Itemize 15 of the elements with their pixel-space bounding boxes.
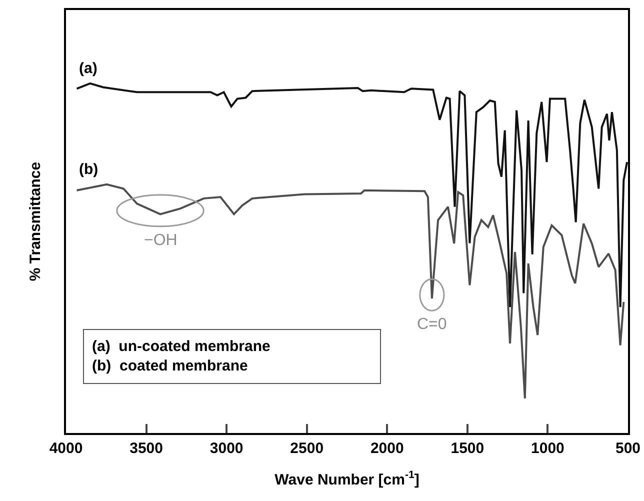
x-tick-label: 3500 xyxy=(130,440,163,457)
x-tick-label: 2500 xyxy=(290,440,324,457)
annotation: −OH xyxy=(144,232,178,249)
annotation: C=0 xyxy=(417,316,447,333)
x-tick-label: 500 xyxy=(615,440,641,457)
y-axis-title: % Transmittance xyxy=(26,162,44,282)
x-axis-title: Wave Number [cm$^{-1}$] xyxy=(274,469,420,488)
series-label: (b) xyxy=(79,161,98,178)
x-tick-label: 3000 xyxy=(210,440,244,457)
x-tick-label: 2000 xyxy=(370,440,404,457)
x-tick-label: 1500 xyxy=(450,440,484,457)
x-tick-label: 4000 xyxy=(49,440,83,457)
series-label: (a) xyxy=(79,60,98,77)
x-tick-label: 1000 xyxy=(531,440,564,457)
annotation: (a) un-coated membrane (b) coated membrane xyxy=(92,338,270,374)
